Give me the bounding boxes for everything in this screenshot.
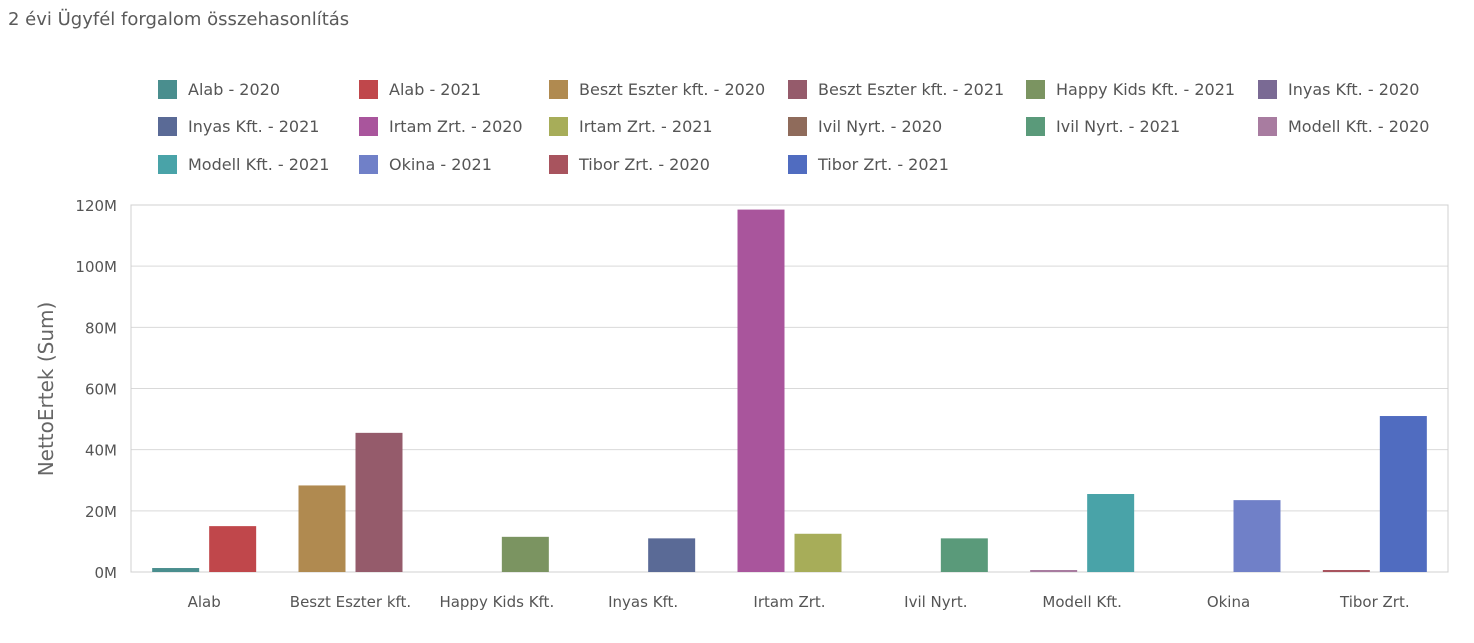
plot-area xyxy=(130,204,1449,573)
legend-item[interactable]: Ivil Nyrt. - 2021 xyxy=(1026,115,1180,137)
legend-swatch xyxy=(359,79,378,99)
legend-label: Alab - 2020 xyxy=(188,79,281,99)
legend-label: Irtam Zrt. - 2020 xyxy=(389,116,523,136)
legend-swatch xyxy=(1026,116,1045,136)
bar[interactable] xyxy=(355,432,403,572)
legend-label: Alab - 2021 xyxy=(389,79,482,99)
legend-label: Tibor Zrt. - 2021 xyxy=(818,154,949,174)
bar[interactable] xyxy=(209,526,257,572)
legend-swatch xyxy=(788,116,807,136)
legend-item[interactable]: Ivil Nyrt. - 2020 xyxy=(788,115,942,137)
legend-label: Ivil Nyrt. - 2021 xyxy=(1056,116,1181,136)
bar[interactable] xyxy=(1233,500,1281,572)
legend-swatch xyxy=(359,116,378,136)
y-tick-label: 120M xyxy=(75,197,117,215)
x-tick-label: Irtam Zrt. xyxy=(753,593,825,611)
legend-label: Inyas Kft. - 2020 xyxy=(1288,79,1420,99)
bar[interactable] xyxy=(737,209,785,572)
legend-item[interactable]: Tibor Zrt. - 2021 xyxy=(788,153,949,175)
legend-item[interactable]: Alab - 2021 xyxy=(359,78,481,100)
legend-item[interactable]: Alab - 2020 xyxy=(158,78,280,100)
y-axis-label: NettoErtek (Sum) xyxy=(34,302,58,477)
legend-label: Modell Kft. - 2021 xyxy=(188,154,330,174)
y-tick-label: 60M xyxy=(85,381,117,399)
bar[interactable] xyxy=(794,533,842,572)
bar[interactable] xyxy=(1030,570,1078,572)
legend-swatch xyxy=(158,116,177,136)
legend-label: Inyas Kft. - 2021 xyxy=(188,116,320,136)
y-tick-label: 0M xyxy=(95,564,118,582)
legend-item[interactable]: Irtam Zrt. - 2020 xyxy=(359,115,523,137)
legend-swatch xyxy=(788,79,807,99)
legend-item[interactable]: Irtam Zrt. - 2021 xyxy=(549,115,713,137)
x-tick-label: Inyas Kft. xyxy=(608,593,678,611)
y-tick-label: 20M xyxy=(85,503,117,521)
bar[interactable] xyxy=(1087,494,1135,572)
bar[interactable] xyxy=(648,538,696,572)
legend-swatch xyxy=(549,116,568,136)
legend-item[interactable]: Okina - 2021 xyxy=(359,153,492,175)
legend-swatch xyxy=(549,154,568,174)
bar[interactable] xyxy=(501,536,549,572)
y-tick-label: 100M xyxy=(75,258,117,276)
legend-label: Modell Kft. - 2020 xyxy=(1288,116,1430,136)
legend-label: Okina - 2021 xyxy=(389,154,492,174)
legend-swatch xyxy=(549,79,568,99)
bar[interactable] xyxy=(1379,416,1427,572)
legend-swatch xyxy=(359,154,378,174)
legend-item[interactable]: Beszt Eszter kft. - 2021 xyxy=(788,78,1004,100)
x-tick-label: Alab xyxy=(188,593,221,611)
legend-label: Happy Kids Kft. - 2021 xyxy=(1056,79,1236,99)
legend-swatch xyxy=(158,154,177,174)
legend-item[interactable]: Happy Kids Kft. - 2021 xyxy=(1026,78,1235,100)
bar[interactable] xyxy=(298,485,346,572)
x-tick-label: Okina xyxy=(1207,593,1250,611)
x-tick-label: Beszt Eszter kft. xyxy=(290,593,411,611)
x-tick-label: Tibor Zrt. xyxy=(1339,593,1410,611)
legend-label: Irtam Zrt. - 2021 xyxy=(579,116,713,136)
legend-label: Ivil Nyrt. - 2020 xyxy=(818,116,943,136)
legend-item[interactable]: Modell Kft. - 2020 xyxy=(1258,115,1429,137)
legend-swatch xyxy=(1258,116,1277,136)
bar[interactable] xyxy=(940,538,988,572)
legend-item[interactable]: Inyas Kft. - 2020 xyxy=(1258,78,1419,100)
x-tick-label: Happy Kids Kft. xyxy=(439,593,554,611)
y-tick-label: 80M xyxy=(85,319,117,337)
legend-item[interactable]: Beszt Eszter kft. - 2020 xyxy=(549,78,765,100)
legend-item[interactable]: Modell Kft. - 2021 xyxy=(158,153,329,175)
legend-label: Beszt Eszter kft. - 2020 xyxy=(579,79,766,99)
legend-swatch xyxy=(158,79,177,99)
legend-swatch xyxy=(1026,79,1045,99)
bar[interactable] xyxy=(1322,570,1370,572)
legend-item[interactable]: Inyas Kft. - 2021 xyxy=(158,115,319,137)
legend-label: Beszt Eszter kft. - 2021 xyxy=(818,79,1005,99)
x-tick-label: Modell Kft. xyxy=(1042,593,1121,611)
legend-swatch xyxy=(788,154,807,174)
legend-item[interactable]: Tibor Zrt. - 2020 xyxy=(549,153,710,175)
bar[interactable] xyxy=(152,568,200,572)
x-tick-label: Ivil Nyrt. xyxy=(904,593,967,611)
legend-swatch xyxy=(1258,79,1277,99)
chart-title: 2 évi Ügyfél forgalom összehasonlítás xyxy=(8,9,350,30)
y-tick-label: 40M xyxy=(85,442,117,460)
legend-label: Tibor Zrt. - 2020 xyxy=(579,154,710,174)
